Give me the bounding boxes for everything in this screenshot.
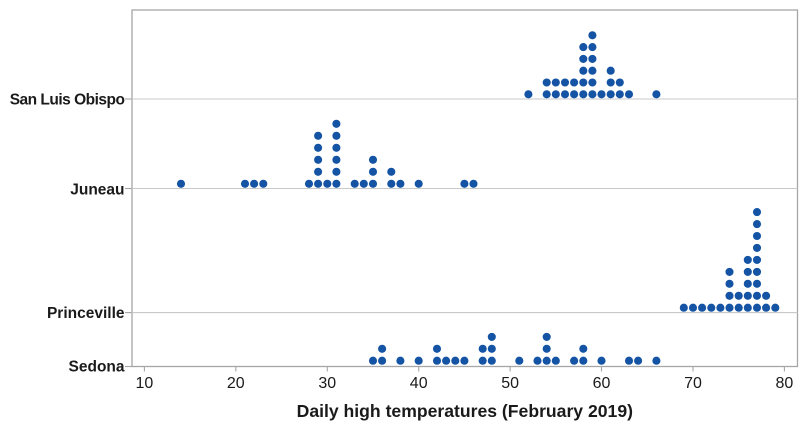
svg-text:Juneau: Juneau <box>70 181 124 198</box>
svg-text:20: 20 <box>227 375 245 392</box>
svg-text:80: 80 <box>776 375 794 392</box>
svg-text:50: 50 <box>501 375 519 392</box>
svg-text:60: 60 <box>593 375 611 392</box>
svg-text:10: 10 <box>136 375 154 392</box>
svg-text:40: 40 <box>410 375 428 392</box>
svg-text:San Luis Obispo: San Luis Obispo <box>10 91 125 108</box>
svg-text:70: 70 <box>684 375 702 392</box>
svg-text:Sedona: Sedona <box>69 358 125 375</box>
svg-text:Princeville: Princeville <box>47 305 125 322</box>
svg-text:Daily high temperatures (Febru: Daily high temperatures (February 2019) <box>297 401 633 421</box>
svg-text:30: 30 <box>318 375 336 392</box>
